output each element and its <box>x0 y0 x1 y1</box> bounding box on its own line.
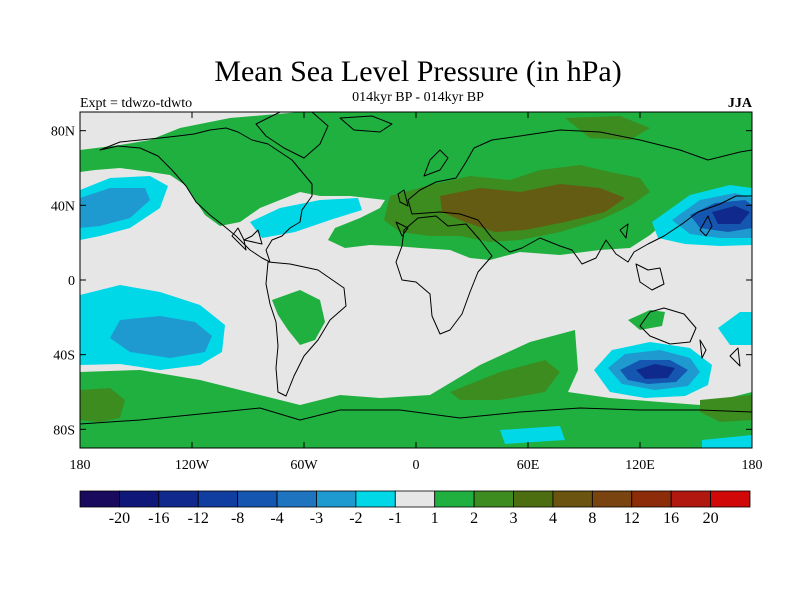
colorbar-label: 2 <box>470 510 478 527</box>
colorbar-swatch <box>276 490 317 508</box>
colorbar-label: -4 <box>270 510 283 527</box>
positive-anomaly-fields-4hPa <box>440 184 625 232</box>
colorbar-swatch <box>197 490 239 508</box>
colorbar-swatch <box>552 490 593 508</box>
colorbar-swatch <box>394 490 436 508</box>
colorbar-swatch <box>670 490 711 508</box>
colorbar-label: 4 <box>549 510 557 527</box>
colorbar-label: -20 <box>109 510 130 527</box>
coastlines <box>80 112 752 425</box>
colorbar-swatch <box>158 490 199 508</box>
lat-tick-label: 40N <box>51 199 75 214</box>
period-label: 014kyr BP - 014kyr BP <box>352 90 484 105</box>
colorbar-swatch <box>710 490 751 508</box>
colorbar-label: 20 <box>703 510 719 527</box>
colorbar-swatch <box>79 490 120 508</box>
lat-tick-label: 80N <box>51 125 75 140</box>
colorbar-swatch <box>591 490 633 508</box>
colorbar-label: 12 <box>624 510 640 527</box>
colorbar-label: 16 <box>663 510 679 527</box>
colorbar-swatch <box>513 490 554 508</box>
lon-axis: 180 120W 60W 0 60E 120E 180 <box>70 112 763 473</box>
colorbar-swatch <box>434 490 475 508</box>
lon-tick-label: 180 <box>70 458 91 473</box>
lon-tick-label: 60E <box>517 458 540 473</box>
lat-tick-label: 80S <box>53 423 75 438</box>
colorbar-label: -1 <box>389 510 402 527</box>
lat-tick-label: 40S <box>53 349 75 364</box>
colorbar-label: 3 <box>510 510 518 527</box>
colorbar-label: 8 <box>588 510 596 527</box>
colorbar-label: 1 <box>431 510 439 527</box>
colorbar-label: -8 <box>231 510 244 527</box>
chart-title: Mean Sea Level Pressure (in hPa) <box>214 55 621 88</box>
colorbar-swatch <box>355 490 396 508</box>
lon-tick-label: 120W <box>175 458 210 473</box>
colorbar-label: -3 <box>310 510 323 527</box>
colorbar-label: -16 <box>148 510 169 527</box>
colorbar-swatch <box>237 490 278 508</box>
lon-tick-label: 180 <box>742 458 763 473</box>
colorbar-swatch <box>631 490 672 508</box>
map-plot-area <box>80 112 752 448</box>
colorbar-swatch <box>119 490 160 508</box>
season-label: JJA <box>728 96 753 111</box>
colorbar-swatch <box>316 490 357 508</box>
lon-tick-label: 0 <box>413 458 420 473</box>
lon-tick-label: 120E <box>625 458 655 473</box>
experiment-label: Expt = tdwzo-tdwto <box>80 96 192 111</box>
lat-tick-label: 0 <box>68 274 75 289</box>
lat-axis: 80N 40N 0 40S 80S <box>51 125 752 438</box>
lon-tick-label: 60W <box>290 458 318 473</box>
colorbar-label: -2 <box>349 510 362 527</box>
colorbar-label: -12 <box>188 510 209 527</box>
colorbar-swatch <box>473 490 514 508</box>
colorbar: -20 -16 -12 -8 -4 -3 -2 -1 1 2 3 4 8 12 16 20 <box>79 490 751 527</box>
